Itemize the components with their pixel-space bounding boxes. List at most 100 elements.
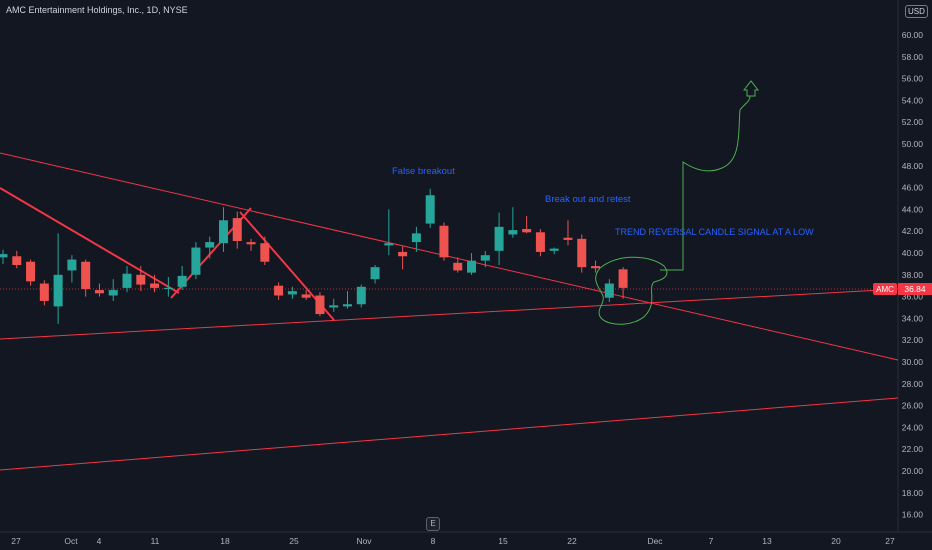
price-tick-label: 32.00 <box>902 335 924 345</box>
candle <box>26 259 36 286</box>
candle <box>287 286 297 299</box>
candle-body <box>67 259 77 271</box>
price-tick-label: 60.00 <box>902 30 924 40</box>
price-tick-label: 54.00 <box>902 95 924 105</box>
price-tick-label: 40.00 <box>902 248 924 258</box>
time-tick-label: 20 <box>831 536 841 546</box>
candle <box>494 212 504 265</box>
time-tick-label: 11 <box>151 536 160 546</box>
price-tick-label: 48.00 <box>902 161 924 171</box>
candle <box>563 220 573 246</box>
candle <box>94 283 104 297</box>
candle-body <box>563 237 573 240</box>
candle-body <box>398 251 408 257</box>
candle-body <box>232 218 242 242</box>
lower-channel-line <box>0 397 899 471</box>
candle <box>439 222 449 261</box>
candle <box>39 280 49 306</box>
candle <box>356 284 366 308</box>
projection-drawing <box>595 80 760 325</box>
time-tick-label: Oct <box>64 536 78 546</box>
candle-body <box>411 233 421 243</box>
candle-body <box>260 243 270 262</box>
candle <box>108 279 118 301</box>
trendlines <box>0 152 899 471</box>
candle-body <box>108 290 118 296</box>
time-tick-label: 22 <box>567 536 577 546</box>
time-tick-label: 18 <box>220 536 230 546</box>
downtrend-line-1 <box>0 187 180 294</box>
candle-body <box>343 304 352 307</box>
candle <box>480 250 490 268</box>
candle <box>591 260 601 273</box>
candle <box>163 276 173 297</box>
time-tick-label: 7 <box>709 536 714 546</box>
candle <box>191 242 201 280</box>
candle <box>150 274 160 293</box>
price-tick-label: 44.00 <box>902 204 924 214</box>
candle <box>218 207 228 252</box>
candle-body <box>163 287 173 289</box>
earnings-marker-icon[interactable]: E <box>426 517 440 531</box>
price-tick-label: 56.00 <box>902 74 924 84</box>
time-tick-label: 13 <box>762 536 772 546</box>
annotation-breakout-retest: Break out and retest <box>545 194 631 205</box>
price-tick-label: 50.00 <box>902 139 924 149</box>
candle-body <box>439 225 449 258</box>
candle-body <box>591 266 601 269</box>
price-tick-label: 18.00 <box>902 488 924 498</box>
candle <box>232 211 242 249</box>
rising-support-line <box>0 288 899 340</box>
candle-body <box>370 267 380 280</box>
candle-body <box>467 260 477 273</box>
candle <box>535 229 545 257</box>
candle <box>246 238 256 251</box>
price-tick-label: 46.00 <box>902 183 924 193</box>
candle-body <box>274 285 284 296</box>
price-axis[interactable]: 16.00 18.00 20.00 22.00 24.00 26.00 28.00 30.00… <box>902 30 924 520</box>
candle-body <box>522 229 532 233</box>
candle <box>453 257 463 273</box>
candle <box>411 226 421 252</box>
time-tick-label: 27 <box>885 536 895 546</box>
currency-badge[interactable]: USD <box>905 5 928 18</box>
candle-body <box>453 262 463 271</box>
price-tick-label: 28.00 <box>902 379 924 389</box>
candle <box>467 253 477 275</box>
candle-body <box>329 305 339 308</box>
candle-body <box>549 248 559 251</box>
candle-body <box>0 254 8 258</box>
candle-body <box>535 232 545 252</box>
candle <box>425 188 435 228</box>
price-tick-label: 20.00 <box>902 466 924 476</box>
candle <box>0 249 8 264</box>
candle <box>53 233 63 324</box>
candle <box>177 266 187 291</box>
candle-body <box>604 283 614 298</box>
price-tag-value-box <box>898 283 932 295</box>
candle <box>508 207 518 238</box>
price-tick-label: 36.00 <box>902 292 924 302</box>
candle-body <box>53 274 63 307</box>
candle <box>343 291 352 309</box>
candle <box>122 266 132 293</box>
candle-body <box>618 269 628 288</box>
time-tick-label: 8 <box>431 536 436 546</box>
price-tick-label: 52.00 <box>902 117 924 127</box>
price-tick-label: 34.00 <box>902 313 924 323</box>
symbol-title[interactable]: AMC Entertainment Holdings, Inc., 1D, NY… <box>6 5 188 15</box>
candle <box>67 255 77 283</box>
candle-body <box>425 195 435 224</box>
candle <box>549 247 559 255</box>
price-tag-symbol-box <box>873 283 897 295</box>
candle-body <box>315 295 325 315</box>
candle-body <box>494 226 504 251</box>
candle-body <box>218 220 228 244</box>
time-tick-label: Dec <box>647 536 663 546</box>
candle-body <box>508 230 518 235</box>
candle <box>577 234 587 273</box>
time-axis[interactable]: 27 Oct 4 11 18 25 Nov 8 15 22 Dec 7 13 20 27 <box>11 536 895 546</box>
candle-body <box>26 261 36 282</box>
candle <box>12 250 22 269</box>
